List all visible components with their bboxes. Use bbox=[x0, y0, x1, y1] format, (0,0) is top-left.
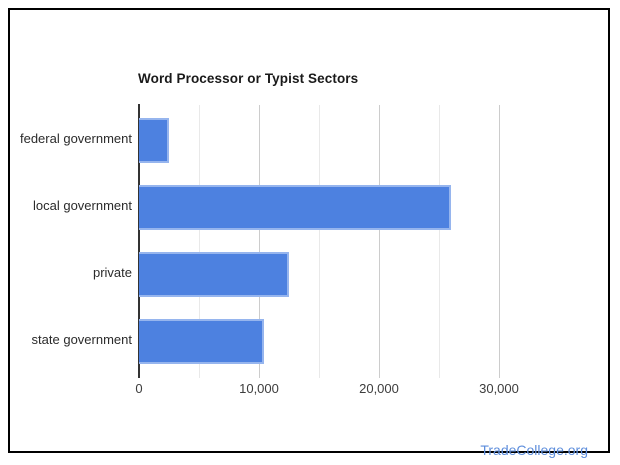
minor-gridline bbox=[199, 105, 200, 378]
category-label-local-government: local government bbox=[33, 198, 132, 213]
minor-gridline bbox=[439, 105, 440, 378]
x-tick-label: 0 bbox=[135, 381, 143, 396]
y-axis-line bbox=[138, 104, 140, 378]
category-label-federal-government: federal government bbox=[19, 131, 132, 146]
major-gridline bbox=[499, 105, 500, 378]
tradecollege-link[interactable]: TradeCollege.org bbox=[480, 442, 588, 458]
plot-area bbox=[138, 104, 563, 378]
chart-frame: Word Processor or Typist Sectors federal… bbox=[8, 8, 610, 458]
chart-title: Word Processor or Typist Sectors bbox=[138, 71, 359, 86]
minor-gridline bbox=[319, 105, 320, 378]
bar-state-government bbox=[139, 319, 264, 364]
x-tick-label: 10,000 bbox=[239, 381, 279, 396]
bar-private bbox=[139, 252, 289, 297]
value-axis-labels: 0 10,000 20,000 30,000 bbox=[10, 381, 620, 399]
category-label-state-government: state government bbox=[31, 332, 132, 347]
bar-local-government bbox=[139, 185, 451, 230]
major-gridline bbox=[379, 105, 380, 378]
bar-federal-government bbox=[139, 118, 169, 163]
category-axis-labels: federal government local government privat… bbox=[10, 105, 132, 373]
major-gridline bbox=[259, 105, 260, 378]
x-tick-label: 30,000 bbox=[479, 381, 519, 396]
x-tick-label: 20,000 bbox=[359, 381, 399, 396]
category-label-private: private bbox=[92, 265, 132, 280]
